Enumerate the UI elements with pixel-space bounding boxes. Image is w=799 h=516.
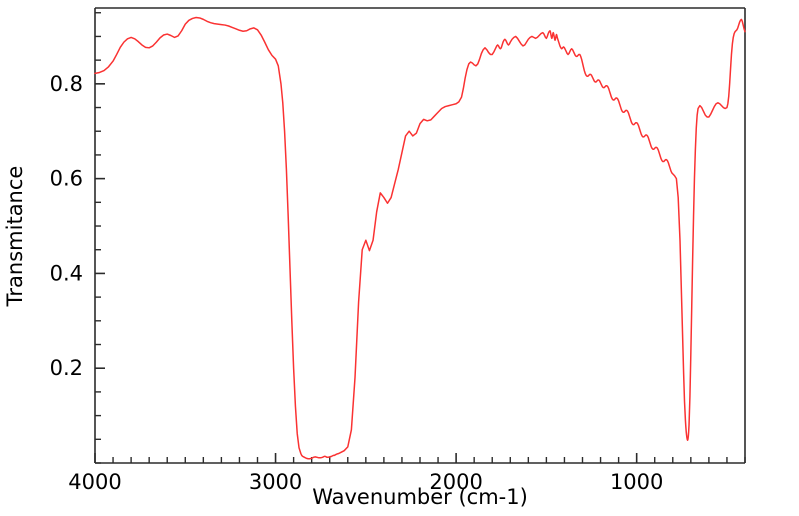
y-tick-label: 0.6 (50, 167, 83, 191)
y-axis-title: Transmitance (3, 166, 27, 308)
y-tick-label: 0.4 (50, 261, 83, 285)
y-tick-label: 0.2 (50, 356, 83, 380)
x-axis-tick-labels: 4000 3000 2000 1000 (68, 470, 663, 494)
y-tick-label: 0.8 (50, 72, 83, 96)
x-axis-ticks (94, 453, 746, 463)
y-axis-ticks (95, 12, 105, 464)
x-tick-label: 4000 (68, 470, 121, 494)
x-tick-label: 3000 (249, 470, 302, 494)
y-axis-tick-labels: 0.2 0.4 0.6 0.8 (50, 72, 83, 380)
x-tick-label: 2000 (429, 470, 482, 494)
plot-background (95, 8, 745, 463)
x-tick-label: 1000 (610, 470, 663, 494)
spectrum-trace (94, 16, 746, 460)
x-axis-title: Wavenumber (cm-1) (312, 485, 528, 509)
